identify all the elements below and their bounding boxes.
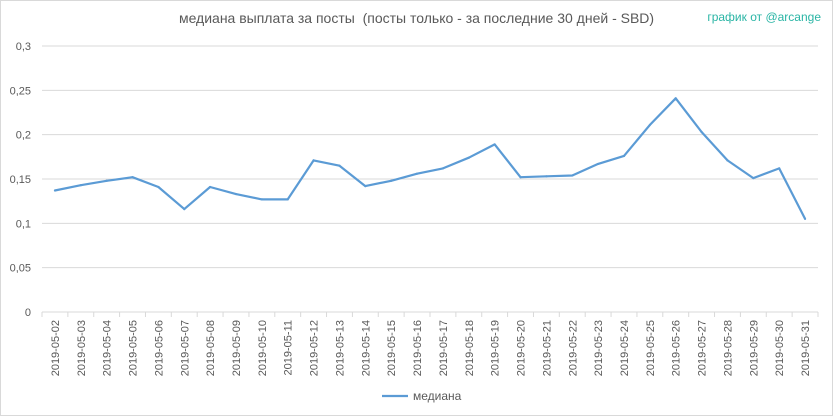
data-point bbox=[752, 177, 755, 180]
gridlines bbox=[42, 45, 818, 313]
x-tick-label: 2019-05-26 bbox=[671, 320, 683, 376]
x-tick-label: 2019-05-15 bbox=[386, 320, 398, 376]
x-tick-label: 2019-05-03 bbox=[76, 320, 88, 376]
x-tick-label: 2019-05-28 bbox=[722, 320, 734, 376]
data-point bbox=[286, 198, 289, 201]
data-point bbox=[364, 184, 367, 188]
y-tick-label: 0,3 bbox=[16, 41, 31, 53]
y-axis-ticks: 0 0,05 0,1 0,15 0,2 0,25 0,3 bbox=[10, 41, 31, 319]
data-point bbox=[726, 159, 729, 162]
data-point bbox=[571, 174, 574, 177]
x-tick-label: 2019-05-17 bbox=[438, 320, 450, 376]
data-point bbox=[597, 162, 600, 166]
data-point bbox=[183, 208, 186, 211]
legend-label: медиана bbox=[413, 389, 462, 403]
data-point bbox=[803, 217, 807, 220]
x-tick-label: 2019-05-07 bbox=[179, 320, 191, 376]
x-tick-label: 2019-05-02 bbox=[50, 320, 62, 376]
x-tick-label: 2019-05-16 bbox=[412, 320, 424, 376]
x-tick-label: 2019-05-20 bbox=[516, 320, 528, 376]
data-point bbox=[390, 179, 393, 182]
x-axis-ticks: 2019-05-02 2019-05-03 2019-05-04 2019-05-05… bbox=[41, 312, 819, 376]
series-layer bbox=[54, 97, 807, 220]
data-point bbox=[467, 156, 470, 159]
data-point bbox=[441, 167, 445, 170]
data-point bbox=[312, 159, 315, 162]
x-tick-label: 2019-05-06 bbox=[153, 320, 165, 376]
data-point bbox=[545, 175, 548, 178]
x-tick-label: 2019-05-13 bbox=[334, 320, 346, 376]
x-tick-label: 2019-05-22 bbox=[567, 320, 579, 376]
data-point bbox=[79, 184, 82, 187]
x-tick-label: 2019-05-12 bbox=[309, 320, 321, 376]
data-point bbox=[131, 176, 134, 179]
x-tick-label: 2019-05-30 bbox=[774, 320, 786, 376]
x-tick-label: 2019-05-05 bbox=[128, 320, 140, 376]
data-point bbox=[519, 176, 522, 179]
x-tick-label: 2019-05-21 bbox=[541, 320, 553, 376]
y-tick-label: 0,2 bbox=[16, 130, 31, 142]
x-tick-label: 2019-05-14 bbox=[360, 320, 372, 376]
series-line-mediana bbox=[54, 97, 807, 220]
x-tick-label: 2019-05-27 bbox=[697, 320, 709, 376]
data-point bbox=[648, 123, 651, 127]
y-tick-label: 0,05 bbox=[10, 263, 31, 275]
data-point bbox=[415, 172, 419, 175]
data-point bbox=[53, 189, 57, 192]
data-point bbox=[234, 192, 238, 196]
x-tick-label: 2019-05-23 bbox=[593, 320, 605, 376]
x-tick-label: 2019-05-09 bbox=[231, 320, 243, 376]
y-tick-label: 0 bbox=[25, 307, 31, 319]
x-tick-label: 2019-05-08 bbox=[205, 320, 217, 376]
data-point bbox=[674, 97, 677, 100]
x-tick-label: 2019-05-11 bbox=[283, 320, 295, 375]
chart-credit: график от @arcange bbox=[707, 10, 821, 24]
y-tick-label: 0,25 bbox=[10, 85, 31, 97]
data-point bbox=[338, 164, 341, 167]
x-tick-label: 2019-05-10 bbox=[257, 320, 269, 376]
data-points bbox=[53, 97, 807, 220]
x-tick-label: 2019-05-29 bbox=[748, 320, 760, 376]
x-tick-label: 2019-05-31 bbox=[800, 320, 812, 376]
data-point bbox=[778, 167, 781, 170]
x-tick-label: 2019-05-24 bbox=[619, 320, 631, 376]
data-point bbox=[105, 179, 108, 182]
data-point bbox=[209, 185, 212, 189]
y-tick-label: 0,1 bbox=[16, 218, 31, 230]
data-point bbox=[157, 185, 160, 189]
x-tick-label: 2019-05-19 bbox=[490, 320, 502, 376]
x-tick-label: 2019-05-25 bbox=[645, 320, 657, 376]
legend: медиана bbox=[382, 389, 462, 403]
data-point bbox=[700, 130, 703, 134]
y-tick-label: 0,15 bbox=[10, 174, 31, 186]
data-point bbox=[260, 198, 263, 201]
chart-title: медиана выплата за посты (посты только -… bbox=[178, 10, 655, 26]
data-point bbox=[493, 143, 496, 146]
x-tick-label: 2019-05-04 bbox=[102, 320, 114, 376]
x-tick-label: 2019-05-18 bbox=[464, 320, 476, 376]
data-point bbox=[622, 154, 626, 158]
